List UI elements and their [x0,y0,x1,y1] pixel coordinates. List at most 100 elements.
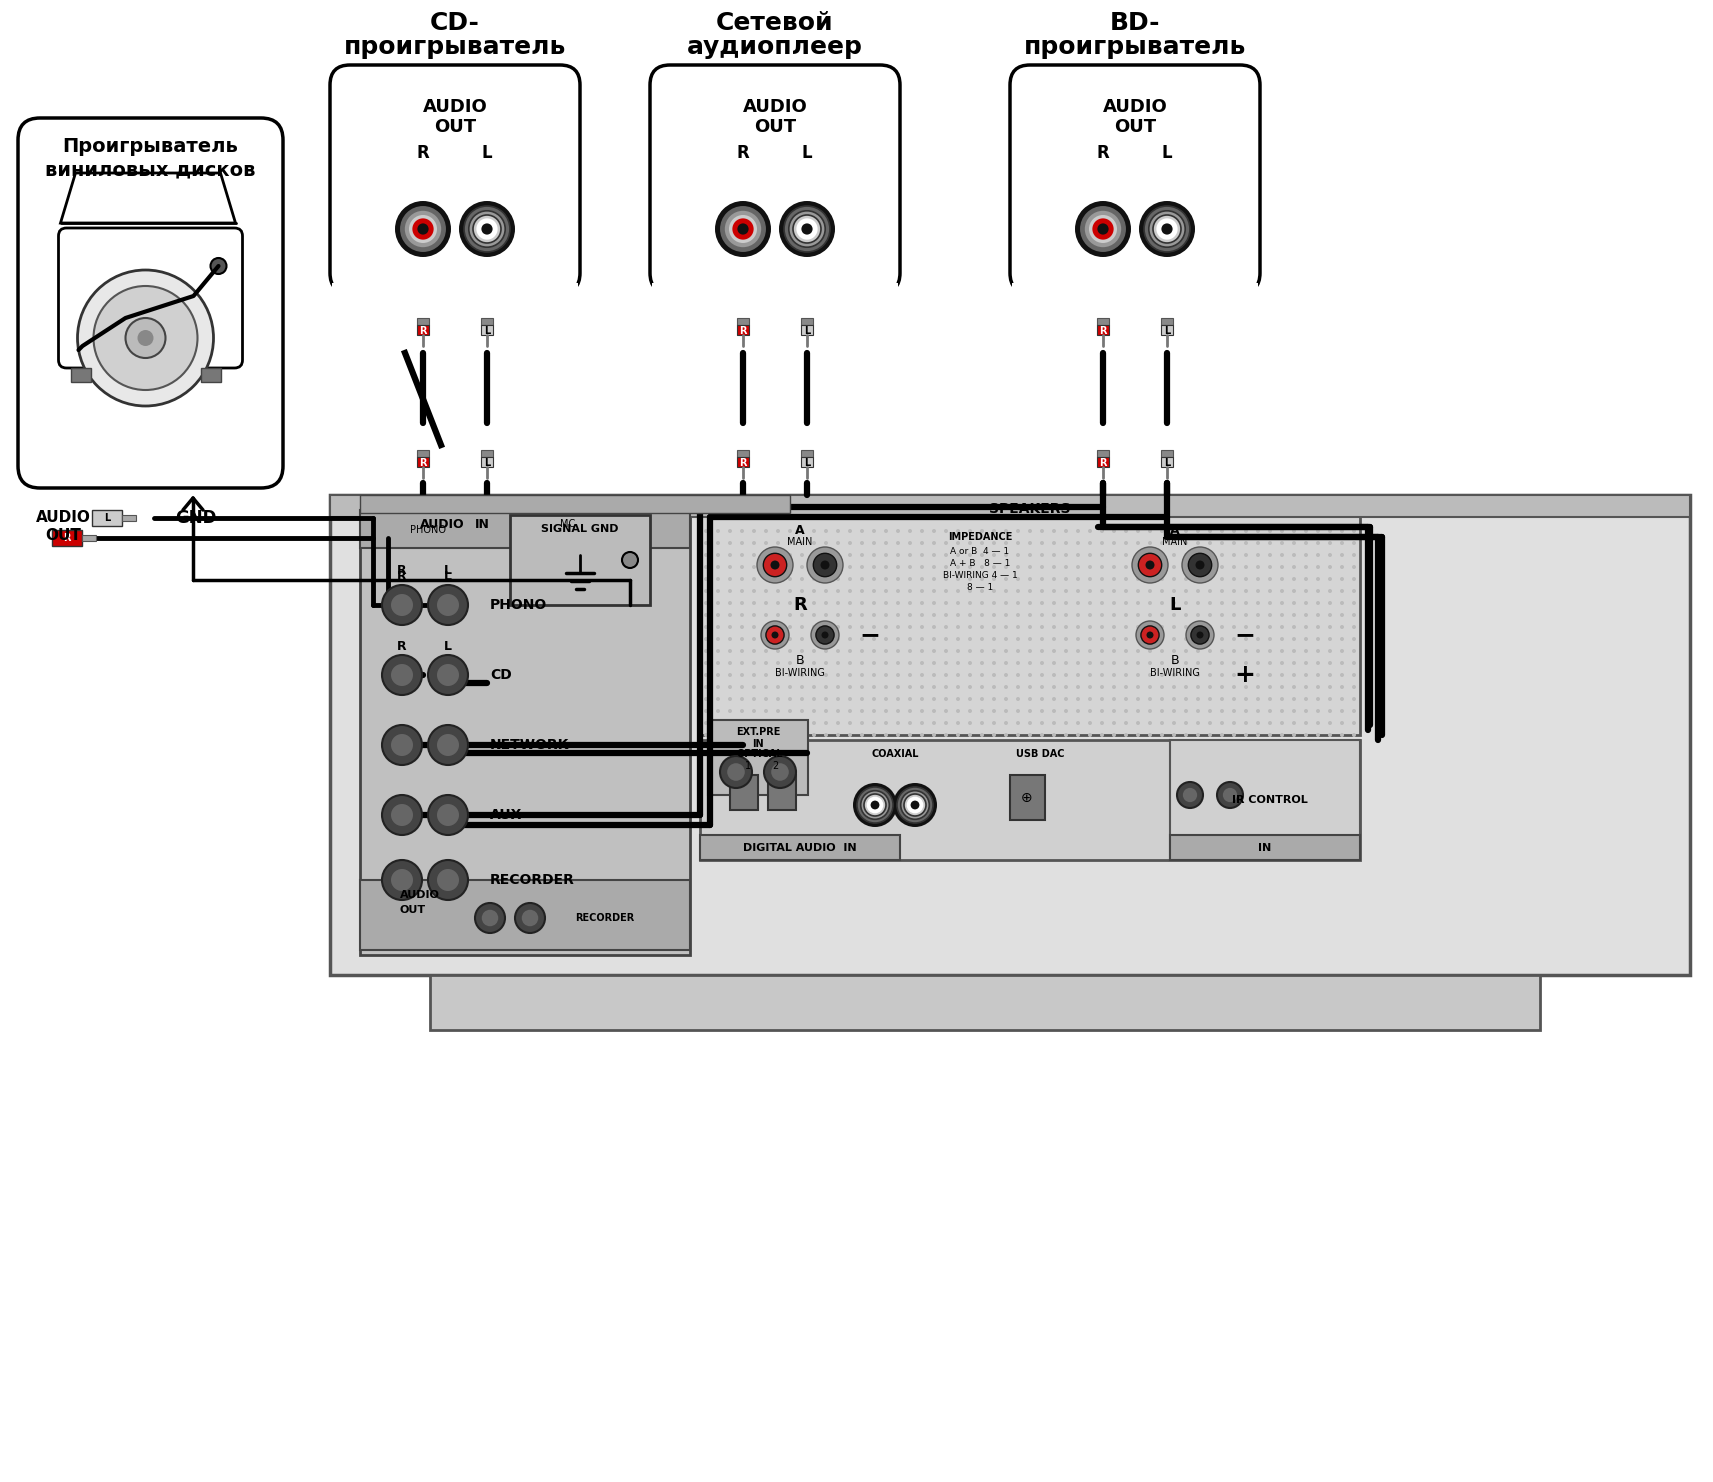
Circle shape [1328,588,1333,593]
Circle shape [812,553,815,557]
Circle shape [1088,625,1091,628]
Bar [331,495,1691,975]
Circle shape [1304,565,1309,569]
Circle shape [1232,722,1237,725]
Circle shape [884,625,887,628]
Circle shape [1232,708,1237,713]
FancyBboxPatch shape [331,65,581,293]
Circle shape [716,553,719,557]
Text: MAIN: MAIN [788,536,812,547]
Circle shape [800,553,803,557]
Circle shape [1100,722,1103,725]
Circle shape [704,673,707,677]
Circle shape [1244,708,1249,713]
Circle shape [848,685,851,689]
Circle shape [814,553,836,576]
Circle shape [1232,697,1237,701]
Circle shape [728,649,731,654]
Circle shape [1244,673,1249,677]
Circle shape [1268,685,1273,689]
Circle shape [1184,576,1189,581]
Circle shape [896,565,899,569]
Circle shape [1100,673,1103,677]
Circle shape [1124,722,1127,725]
Circle shape [1064,541,1067,545]
Circle shape [740,565,743,569]
Circle shape [1216,782,1244,808]
Circle shape [896,708,899,713]
Circle shape [848,588,851,593]
Circle shape [1292,553,1297,557]
Circle shape [704,661,707,665]
Circle shape [788,661,791,665]
Circle shape [824,661,827,665]
Circle shape [1112,602,1115,605]
Circle shape [1076,722,1079,725]
Circle shape [1304,697,1309,701]
Circle shape [1316,661,1321,665]
Circle shape [872,734,875,737]
Circle shape [1244,602,1249,605]
Circle shape [1112,661,1115,665]
Circle shape [1223,788,1237,802]
Circle shape [764,588,767,593]
Circle shape [1208,685,1213,689]
Circle shape [1136,602,1139,605]
Circle shape [764,553,767,557]
Circle shape [622,551,637,568]
Circle shape [1064,697,1067,701]
Circle shape [1148,722,1153,725]
Circle shape [1304,625,1309,628]
Circle shape [1160,625,1165,628]
Circle shape [1172,625,1177,628]
Bar [767,775,797,811]
Circle shape [1088,614,1091,617]
Circle shape [1189,553,1211,576]
Circle shape [956,541,959,545]
Circle shape [1040,673,1043,677]
Circle shape [1328,734,1333,737]
Circle shape [956,661,959,665]
Text: L: L [481,144,492,162]
Circle shape [836,673,839,677]
Circle shape [1196,708,1201,713]
Circle shape [1352,576,1357,581]
Circle shape [1352,661,1357,665]
Circle shape [1340,722,1345,725]
Circle shape [1004,708,1007,713]
Circle shape [1064,673,1067,677]
Circle shape [980,541,983,545]
Circle shape [764,553,786,576]
Circle shape [1244,541,1249,545]
Circle shape [920,673,923,677]
Bar [1161,458,1173,467]
Circle shape [992,649,995,654]
Circle shape [860,614,863,617]
Circle shape [382,725,421,765]
Circle shape [980,708,983,713]
Text: IN: IN [1259,843,1271,854]
Circle shape [776,734,779,737]
Circle shape [906,797,923,814]
Circle shape [1340,576,1345,581]
Text: A or B  4 — 1: A or B 4 — 1 [951,547,1009,556]
Circle shape [944,565,947,569]
Circle shape [1328,708,1333,713]
Circle shape [728,576,731,581]
Circle shape [1004,722,1007,725]
Circle shape [1280,734,1285,737]
Circle shape [1352,673,1357,677]
Circle shape [1160,685,1165,689]
Circle shape [1292,588,1297,593]
Circle shape [992,602,995,605]
Circle shape [1244,588,1249,593]
Circle shape [1139,553,1161,576]
Circle shape [908,576,911,581]
Text: GND: GND [175,508,216,528]
Circle shape [980,697,983,701]
Circle shape [884,576,887,581]
Circle shape [920,529,923,534]
Circle shape [1040,588,1043,593]
Circle shape [1124,685,1127,689]
Circle shape [1340,529,1345,534]
